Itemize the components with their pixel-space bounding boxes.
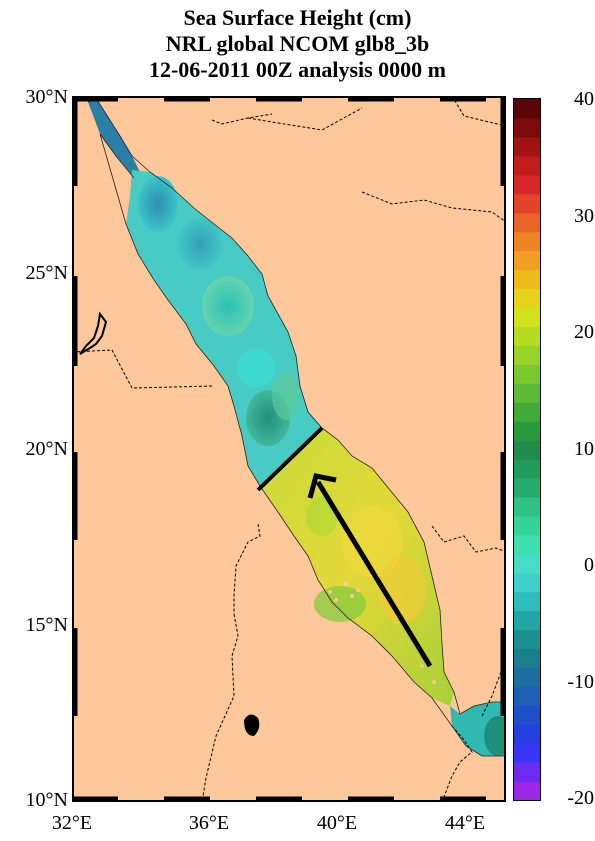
colorbar-swatch	[514, 174, 540, 195]
country-borders	[72, 96, 506, 802]
colorbar-swatch	[514, 629, 540, 650]
colorbar-swatch	[514, 553, 540, 574]
colorbar-swatch	[514, 440, 540, 460]
colorbar-swatch	[514, 307, 540, 327]
lon-label-32e: 32°E	[51, 812, 93, 834]
colorbar-swatch	[514, 686, 540, 706]
flow-arrow	[307, 473, 433, 668]
colorbar-swatch	[514, 99, 540, 119]
colorbar-swatch	[514, 364, 540, 384]
lat-label-30n: 30°N	[25, 86, 68, 108]
colorbar-swatch	[514, 477, 540, 498]
colorbar-swatch	[514, 496, 540, 517]
colorbar-swatch	[514, 326, 540, 346]
map-subtitle-date: 12-06-2011 00Z analysis 0000 m	[148, 57, 447, 82]
lon-label-40e: 40°E	[316, 812, 358, 834]
coastline	[87, 97, 506, 715]
colorbar-tick: 0	[584, 554, 594, 576]
colorbar-tick: -10	[567, 671, 594, 693]
colorbar-swatch	[514, 762, 540, 782]
colorbar-swatch	[514, 648, 540, 668]
colorbar-tick: 30	[574, 205, 594, 227]
colorbar-swatch	[514, 250, 540, 271]
transect-line	[256, 426, 324, 492]
colorbar-swatch	[514, 383, 540, 403]
lon-label-36e: 36°E	[188, 812, 230, 834]
colorbar-swatch	[514, 534, 540, 555]
colorbar-swatch	[514, 136, 540, 157]
colorbar-swatch	[514, 743, 540, 763]
colorbar-swatch	[514, 402, 540, 422]
map-title: Sea Surface Height (cm)	[183, 5, 412, 30]
islands	[328, 471, 436, 684]
colorbar-swatch	[514, 345, 540, 365]
lat-label-15n: 15°N	[25, 614, 68, 636]
lat-label-25n: 25°N	[25, 262, 68, 284]
colorbar-swatch	[514, 515, 540, 536]
colorbar-swatch	[514, 572, 540, 593]
lat-label-10n: 10°N	[25, 789, 68, 811]
colorbar-swatch	[514, 458, 540, 479]
colorbar-swatch	[514, 610, 540, 631]
colorbar-tick: 40	[574, 88, 594, 110]
colorbar-swatch	[514, 269, 540, 290]
colorbar-swatch	[514, 781, 540, 800]
colorbar	[513, 98, 541, 801]
colorbar-swatch	[514, 705, 540, 725]
colorbar-swatch	[514, 231, 540, 252]
colorbar-tick: -20	[567, 787, 594, 809]
colorbar-swatch	[514, 117, 540, 138]
colorbar-swatch	[514, 724, 540, 744]
lake	[79, 311, 108, 355]
lake	[244, 714, 260, 736]
frame-ticks	[72, 96, 506, 802]
colorbar-swatch	[514, 591, 540, 612]
map-panel	[72, 96, 506, 802]
colorbar-swatch	[514, 212, 540, 233]
colorbar-tick: 20	[574, 321, 594, 343]
colorbar-tick: 10	[574, 438, 594, 460]
colorbar-swatch	[514, 421, 540, 441]
colorbar-swatch	[514, 193, 540, 214]
lon-label-44e: 44°E	[444, 812, 486, 834]
colorbar-swatch	[514, 667, 540, 687]
lat-label-20n: 20°N	[25, 438, 68, 460]
map-subtitle-model: NRL global NCOM glb8_3b	[165, 31, 430, 56]
colorbar-swatch	[514, 288, 540, 309]
colorbar-swatch	[514, 155, 540, 176]
